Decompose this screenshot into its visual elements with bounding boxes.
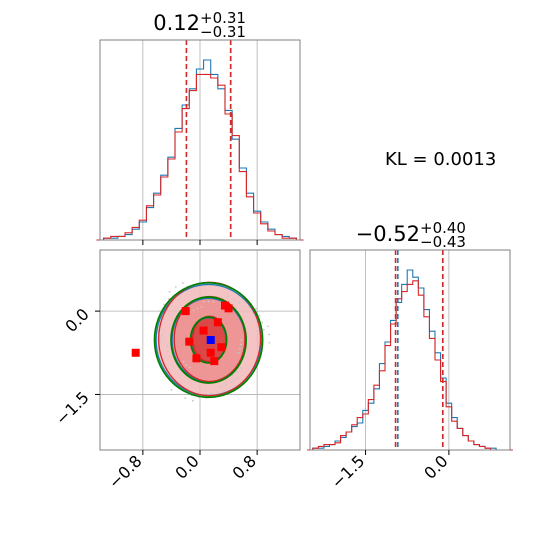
- sample-point: [191, 399, 194, 402]
- sample-point: [168, 355, 171, 358]
- sample-point: [181, 282, 184, 284]
- sample-marker: [221, 301, 229, 310]
- panel-title-value: 0.12: [153, 11, 200, 35]
- sample-point: [170, 389, 173, 391]
- sample-point: [162, 328, 164, 331]
- sample-point: [236, 371, 238, 373]
- sample-marker: [185, 337, 194, 346]
- y-tick-label: −1.5: [52, 388, 93, 429]
- sample-point: [182, 360, 185, 363]
- x-tick-label: −1.5: [327, 451, 368, 492]
- sample-marker: [213, 318, 222, 327]
- sample-point: [252, 312, 255, 315]
- sample-point: [237, 302, 240, 304]
- x-tick-label: 0.0: [171, 451, 202, 482]
- sample-point: [225, 383, 228, 386]
- sample-point: [237, 351, 240, 354]
- histogram-step: [307, 280, 513, 451]
- panel-title-lower: −0.31: [200, 23, 246, 41]
- panel-frame: [309, 249, 511, 451]
- sample-marker: [206, 348, 215, 357]
- sample-point: [168, 290, 171, 293]
- sample-point: [189, 366, 191, 369]
- sample-point: [200, 306, 203, 309]
- x-tick-label: 0.0: [420, 451, 451, 482]
- sample-marker: [210, 357, 219, 366]
- sample-point: [267, 325, 269, 328]
- sample-point: [161, 334, 163, 337]
- sample-marker: [131, 348, 140, 357]
- sample-point: [232, 298, 235, 301]
- sample-point: [239, 366, 242, 369]
- sample-point: [212, 300, 215, 303]
- sample-point: [239, 347, 241, 350]
- sample-point: [231, 374, 234, 377]
- contour-line: [170, 296, 247, 384]
- sample-point: [219, 385, 222, 388]
- sample-point: [166, 344, 168, 347]
- x-tick-label: −0.8: [105, 451, 146, 492]
- sample-point: [167, 350, 169, 353]
- sample-marker: [199, 326, 208, 335]
- sample-point: [174, 286, 177, 288]
- sample-point: [268, 333, 271, 336]
- panel-param1-marginal: 0.12 +0.31 −0.31: [96, 9, 304, 245]
- sample-point: [184, 397, 187, 400]
- sample-point: [268, 341, 271, 344]
- sample-point: [223, 389, 225, 392]
- sample-point: [244, 301, 246, 304]
- sample-point: [207, 300, 210, 303]
- histogram-step: [307, 269, 513, 451]
- sample-point: [263, 329, 265, 331]
- sample-point: [192, 309, 195, 312]
- sample-point: [159, 310, 161, 312]
- sample-marker: [181, 307, 190, 316]
- panel-param2-marginal: −1.5 0.0 −0.52 +0.40 −0.43: [307, 219, 513, 492]
- sample-point: [227, 295, 230, 298]
- sample-point: [261, 321, 264, 324]
- sample-point: [239, 343, 242, 346]
- x-tick-label: 0.8: [229, 451, 260, 482]
- sample-point: [202, 300, 205, 303]
- sample-point: [185, 363, 188, 366]
- sample-point: [196, 307, 199, 310]
- sample-point: [231, 380, 233, 383]
- panel-title-upper: +0.31: [200, 9, 246, 27]
- panel-title-lower: −0.43: [420, 233, 466, 251]
- sample-marker: [217, 343, 226, 352]
- histogram-step: [96, 73, 304, 241]
- truth-marker: [206, 336, 215, 344]
- panel-title-upper: +0.40: [420, 219, 466, 237]
- kl-annotation: KL = 0.0013: [385, 149, 496, 170]
- panel-title-value: −0.52: [356, 222, 420, 246]
- contour-line: [153, 281, 264, 399]
- sample-point: [177, 393, 180, 396]
- sample-point: [236, 377, 238, 380]
- sample-point: [255, 307, 257, 310]
- sample-point: [209, 392, 212, 395]
- y-tick-label: 0.0: [61, 305, 92, 336]
- sample-point: [160, 341, 163, 344]
- panel-joint-density: −0.8 0.0 0.8 0.0 −1.5: [52, 249, 301, 492]
- sample-point: [240, 339, 243, 341]
- sample-marker: [192, 354, 201, 363]
- sample-point: [216, 391, 219, 394]
- sample-point: [163, 303, 165, 306]
- sample-point: [258, 314, 261, 317]
- sample-point: [248, 306, 251, 309]
